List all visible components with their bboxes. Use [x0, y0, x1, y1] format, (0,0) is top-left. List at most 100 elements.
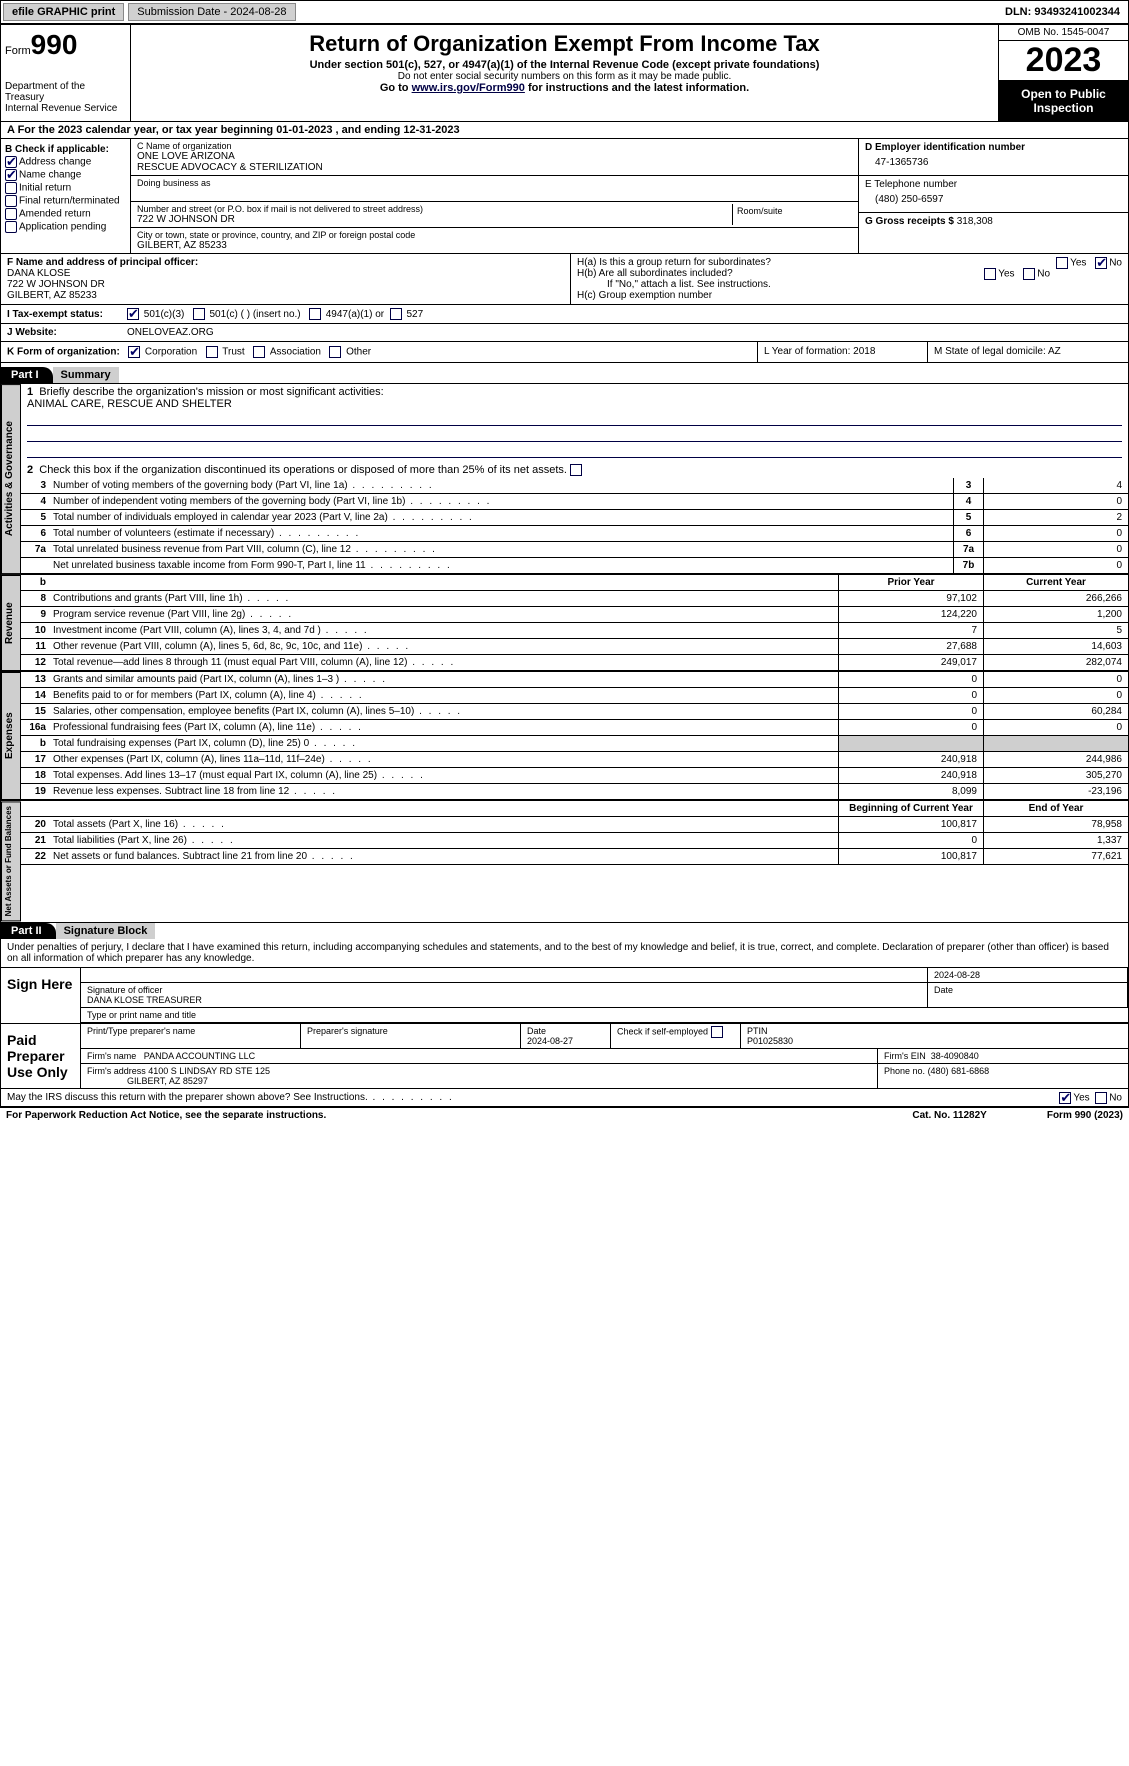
begin-year-header: Beginning of Current Year — [838, 801, 983, 816]
mission-text: ANIMAL CARE, RESCUE AND SHELTER — [27, 398, 1122, 410]
box-c: C Name of organization ONE LOVE ARIZONA … — [131, 139, 858, 253]
side-expenses: Expenses — [1, 672, 21, 800]
self-employed-check[interactable] — [711, 1026, 723, 1038]
4947-check[interactable] — [309, 308, 321, 320]
summary-line: bTotal fundraising expenses (Part IX, co… — [21, 736, 1128, 752]
efile-print-button[interactable]: efile GRAPHIC print — [3, 3, 124, 21]
discontinued-check[interactable] — [570, 464, 582, 476]
box-b: B Check if applicable: Address change Na… — [1, 139, 131, 253]
ptin-value: P01025830 — [747, 1036, 793, 1046]
summary-line: 20Total assets (Part X, line 16)100,8177… — [21, 817, 1128, 833]
tax-year-row: A For the 2023 calendar year, or tax yea… — [0, 122, 1129, 139]
summary-line: 14Benefits paid to or for members (Part … — [21, 688, 1128, 704]
trust-check[interactable] — [206, 346, 218, 358]
website-url: ONELOVEAZ.ORG — [127, 327, 214, 338]
firm-addr2: GILBERT, AZ 85297 — [127, 1076, 208, 1086]
hc-label: H(c) Group exemption number — [577, 290, 1122, 301]
sig-date: 2024-08-28 — [934, 970, 980, 980]
org-city: GILBERT, AZ 85233 — [137, 240, 852, 251]
final-return-check[interactable] — [5, 195, 17, 207]
dba-label: Doing business as — [137, 178, 852, 188]
box-f: F Name and address of principal officer:… — [1, 254, 571, 304]
summary-line: 4Number of independent voting members of… — [21, 494, 1128, 510]
amended-return-check[interactable] — [5, 208, 17, 220]
tax-year: 2023 — [999, 41, 1128, 81]
box-h: H(a) Is this a group return for subordin… — [571, 254, 1128, 304]
irs-link[interactable]: www.irs.gov/Form990 — [412, 82, 525, 94]
identity-section: B Check if applicable: Address change Na… — [0, 139, 1129, 254]
department-label: Department of the Treasury Internal Reve… — [5, 81, 126, 114]
officer-name: DANA KLOSE — [7, 268, 564, 279]
summary-line: 12Total revenue—add lines 8 through 11 (… — [21, 655, 1128, 671]
gross-receipts: 318,308 — [957, 216, 993, 227]
summary-line: 10Investment income (Part VIII, column (… — [21, 623, 1128, 639]
discuss-row: May the IRS discuss this return with the… — [1, 1088, 1128, 1106]
tax-exempt-row: I Tax-exempt status: 501(c)(3) 501(c) ( … — [0, 305, 1129, 324]
pra-notice: For Paperwork Reduction Act Notice, see … — [6, 1110, 326, 1121]
name-change-check[interactable] — [5, 169, 17, 181]
summary-line: 5Total number of individuals employed in… — [21, 510, 1128, 526]
phone-value: (480) 250-6597 — [865, 190, 1122, 209]
end-year-header: End of Year — [983, 801, 1128, 816]
hb-yes-check[interactable] — [984, 268, 996, 280]
form-number: Form990 — [5, 29, 126, 61]
501c3-check[interactable] — [127, 308, 139, 320]
summary-line: 15Salaries, other compensation, employee… — [21, 704, 1128, 720]
ha-no-check[interactable] — [1095, 257, 1107, 269]
summary-line: 17Other expenses (Part IX, column (A), l… — [21, 752, 1128, 768]
page-footer: For Paperwork Reduction Act Notice, see … — [0, 1107, 1129, 1123]
firm-ein: 38-4090840 — [931, 1051, 979, 1061]
corporation-check[interactable] — [128, 346, 140, 358]
perjury-declaration: Under penalties of perjury, I declare th… — [1, 939, 1128, 967]
org-name-1: ONE LOVE ARIZONA — [137, 151, 852, 162]
catalog-number: Cat. No. 11282Y — [912, 1110, 986, 1121]
summary-line: 6Total number of volunteers (estimate if… — [21, 526, 1128, 542]
side-activities-governance: Activities & Governance — [1, 384, 21, 574]
firm-phone: (480) 681-6868 — [928, 1066, 990, 1076]
prep-date: 2024-08-27 — [527, 1036, 573, 1046]
org-name-2: RESCUE ADVOCACY & STERILIZATION — [137, 162, 852, 173]
state-domicile: M State of legal domicile: AZ — [928, 342, 1128, 362]
form-subtitle: Under section 501(c), 527, or 4947(a)(1)… — [135, 59, 994, 71]
527-check[interactable] — [390, 308, 402, 320]
initial-return-check[interactable] — [5, 182, 17, 194]
box-deg: D Employer identification number 47-1365… — [858, 139, 1128, 253]
side-revenue: Revenue — [1, 575, 21, 671]
other-check[interactable] — [329, 346, 341, 358]
summary-line: 7aTotal unrelated business revenue from … — [21, 542, 1128, 558]
summary-line: 9Program service revenue (Part VIII, lin… — [21, 607, 1128, 623]
paid-preparer-label: Paid Preparer Use Only — [1, 1024, 81, 1088]
submission-date: Submission Date - 2024-08-28 — [128, 3, 295, 21]
application-pending-check[interactable] — [5, 221, 17, 233]
form-header: Form990 Department of the Treasury Inter… — [0, 24, 1129, 122]
discuss-no-check[interactable] — [1095, 1092, 1107, 1104]
org-form-row: K Form of organization: Corporation Trus… — [0, 342, 1129, 363]
ssn-warning: Do not enter social security numbers on … — [135, 71, 994, 82]
summary-line: 11Other revenue (Part VIII, column (A), … — [21, 639, 1128, 655]
summary-line: 8Contributions and grants (Part VIII, li… — [21, 591, 1128, 607]
form-version: Form 990 (2023) — [1047, 1110, 1123, 1121]
ha-yes-check[interactable] — [1056, 257, 1068, 269]
firm-addr1: 4100 S LINDSAY RD STE 125 — [148, 1066, 270, 1076]
discuss-yes-check[interactable] — [1059, 1092, 1071, 1104]
current-year-header: Current Year — [983, 575, 1128, 590]
year-formation: L Year of formation: 2018 — [758, 342, 928, 362]
top-bar: efile GRAPHIC print Submission Date - 20… — [0, 0, 1129, 24]
form-title: Return of Organization Exempt From Incom… — [135, 31, 994, 57]
officer-group-row: F Name and address of principal officer:… — [0, 254, 1129, 305]
prior-year-header: Prior Year — [838, 575, 983, 590]
hb-no-check[interactable] — [1023, 268, 1035, 280]
summary-line: 16aProfessional fundraising fees (Part I… — [21, 720, 1128, 736]
officer-signature: DANA KLOSE TREASURER — [87, 995, 921, 1005]
part-1: Part ISummary Activities & Governance 1 … — [0, 363, 1129, 923]
summary-line: 22Net assets or fund balances. Subtract … — [21, 849, 1128, 865]
association-check[interactable] — [253, 346, 265, 358]
summary-line: 13Grants and similar amounts paid (Part … — [21, 672, 1128, 688]
part-2: Part IISignature Block Under penalties o… — [0, 923, 1129, 1107]
501c-check[interactable] — [193, 308, 205, 320]
dln-label: DLN: 93493241002344 — [997, 4, 1128, 20]
website-row: J Website: ONELOVEAZ.ORG — [0, 324, 1129, 342]
room-suite-label: Room/suite — [737, 206, 783, 216]
line-1: 1 Briefly describe the organization's mi… — [21, 384, 1128, 462]
summary-line: 3Number of voting members of the governi… — [21, 478, 1128, 494]
